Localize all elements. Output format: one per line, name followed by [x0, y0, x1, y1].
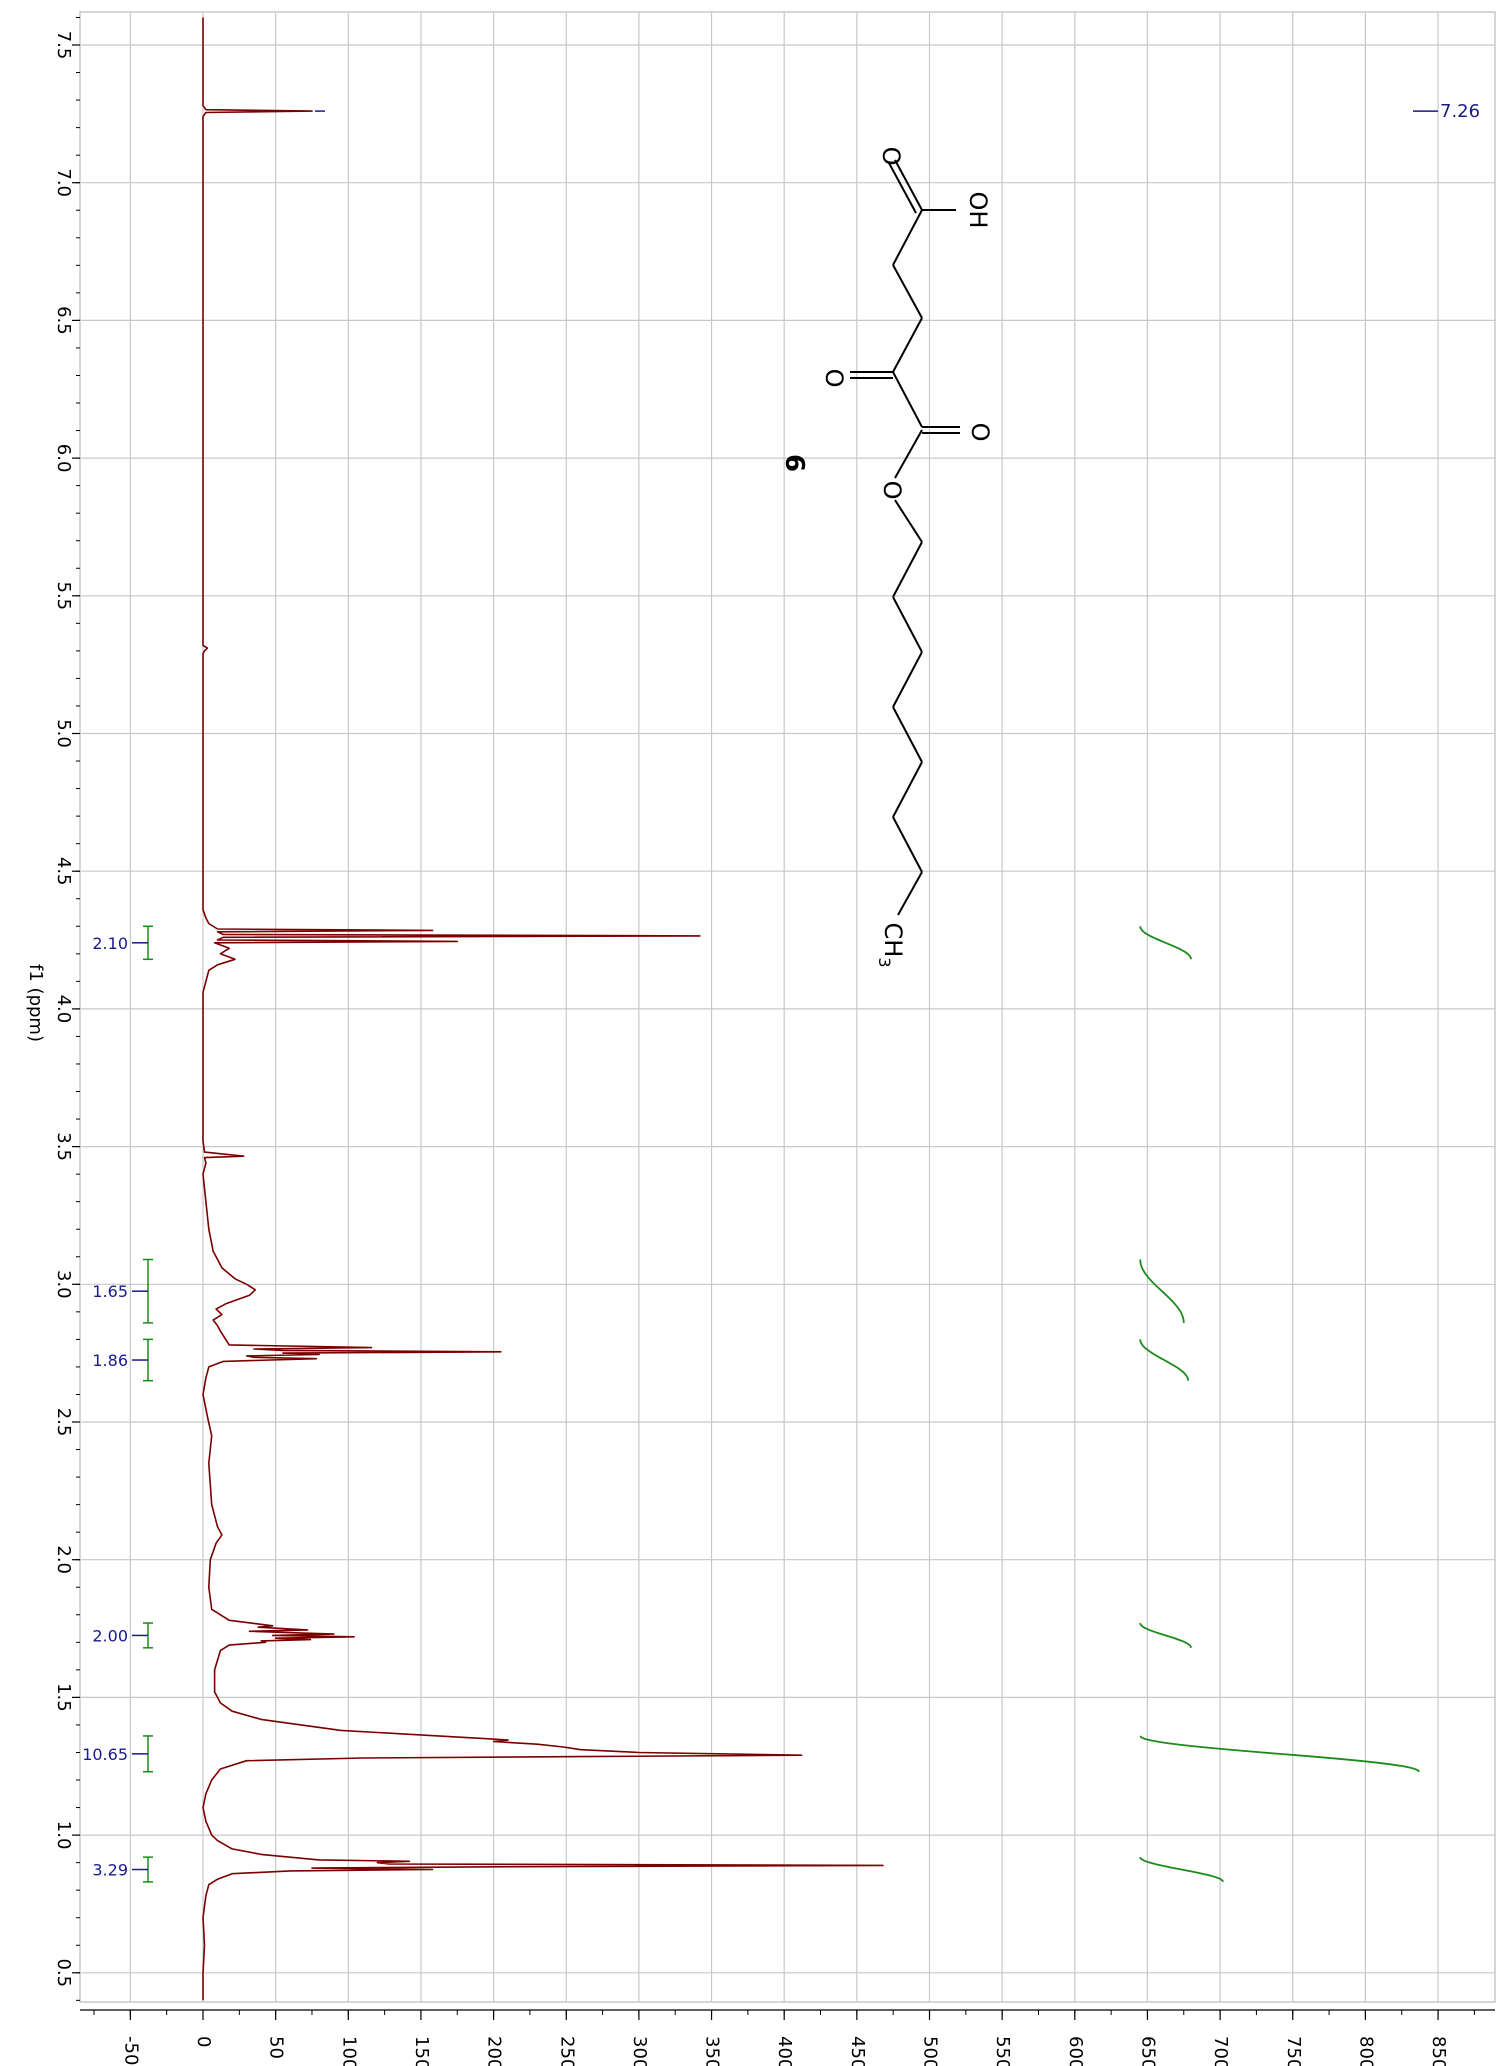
plot-frame [79, 11, 1496, 2003]
molecule-labels: O OH O O O 6 CH3 [779, 147, 994, 968]
ppm-tick-label: 1.0 [53, 1821, 74, 1850]
peak-labels: 7.26 [315, 101, 1480, 122]
intensity-tick-label: 800 [1355, 2036, 1376, 2066]
spectrum-trace [202, 17, 884, 2001]
atom-oh: OH [964, 192, 992, 229]
ppm-tick-label: 5.5 [53, 581, 74, 610]
ppm-tick-label: 3.5 [53, 1132, 74, 1161]
integral-value-label: 2.10 [92, 934, 128, 953]
compound-number: 6 [779, 454, 809, 472]
ppm-ticks: 7.5 7.0 6.5 6.0 5.5 5.0 4.5 4.0 3.5 3.0 2.5 2.0 1.5 1… [53, 16, 80, 2001]
integral-curve [1139, 1339, 1189, 1381]
intensity-tick-label: -50 [120, 2036, 141, 2065]
integral-curve [1139, 926, 1192, 960]
intensity-tick-label: 200 [484, 2036, 505, 2066]
intensity-tick-label: 0 [193, 2036, 214, 2047]
integral-curve [1139, 1259, 1185, 1323]
intensity-tick-label: 750 [1283, 2036, 1304, 2066]
integral-curve [1139, 1856, 1224, 1883]
intensity-tick-label: 550 [992, 2036, 1013, 2066]
atom-ch3: CH3 [875, 923, 907, 968]
intensity-tick-label: 350 [702, 2036, 723, 2066]
ppm-tick-label: 4.0 [53, 995, 74, 1024]
ppm-tick-label: 6.5 [53, 306, 74, 335]
intensity-tick-label: 100 [338, 2036, 359, 2066]
molecule-structure [850, 159, 960, 916]
intensity-tick-label: 150 [411, 2036, 432, 2066]
atom-o-ester-carbonyl: O [966, 423, 994, 442]
integral-value-label: 3.29 [92, 1861, 128, 1880]
integral-curves [1139, 926, 1420, 1883]
intensity-tick-label: 650 [1137, 2036, 1158, 2066]
intensity-tick-label: 600 [1065, 2036, 1086, 2066]
intensity-tick-label: 850 [1428, 2036, 1449, 2066]
integral-value-label: 10.65 [82, 1745, 128, 1764]
grid-lines [80, 12, 1495, 2002]
atom-o-ketone: O [820, 369, 848, 388]
ppm-tick-label: 1.5 [53, 1683, 74, 1712]
ppm-tick-label: 4.5 [53, 857, 74, 886]
integral-labels: 2.10 1.65 1.86 2.00 10.65 3.29 [82, 925, 153, 1883]
ppm-tick-label: 7.5 [53, 31, 74, 60]
ppm-tick-label: 3.0 [53, 1270, 74, 1299]
ppm-tick-label: 2.0 [53, 1545, 74, 1574]
intensity-tick-label: 500 [920, 2036, 941, 2066]
atom-o-ester: O [878, 481, 906, 500]
integral-curve [1139, 1622, 1192, 1648]
peak-value-label: 7.26 [1440, 101, 1480, 122]
integral-value-label: 2.00 [92, 1626, 128, 1645]
intensity-tick-label: 400 [774, 2036, 795, 2066]
intensity-tick-label: 300 [629, 2036, 650, 2066]
integral-value-label: 1.65 [92, 1282, 128, 1301]
intensity-ticks: -50 0 50 100 150 200 250 300 350 400 450 500 550 600 6… [93, 2010, 1475, 2066]
ppm-axis-title: f1 (ppm) [25, 964, 46, 1042]
ppm-tick-label: 5.0 [53, 719, 74, 748]
ppm-tick-label: 2.5 [53, 1408, 74, 1437]
ppm-tick-label: 6.0 [53, 444, 74, 473]
integral-value-label: 1.86 [92, 1351, 128, 1370]
intensity-tick-label: 450 [847, 2036, 868, 2066]
ppm-tick-label: 7.0 [53, 168, 74, 197]
intensity-tick-label: 50 [266, 2036, 287, 2059]
integral-curve [1139, 1735, 1420, 1773]
ppm-tick-label: 0.5 [53, 1958, 74, 1987]
intensity-tick-label: 250 [556, 2036, 577, 2066]
atom-o-acid: O [877, 147, 905, 166]
intensity-tick-label: 700 [1210, 2036, 1231, 2066]
